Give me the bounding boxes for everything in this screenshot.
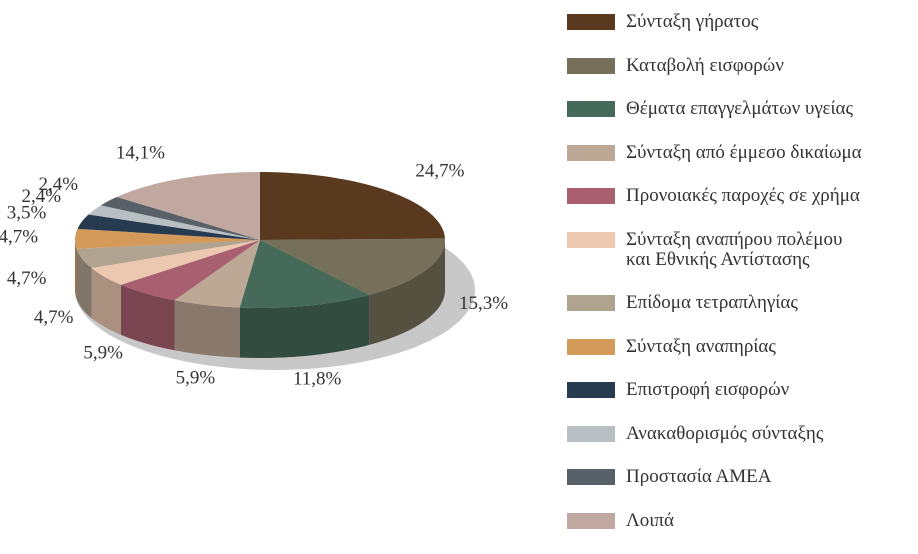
data-label: 11,8% bbox=[293, 369, 342, 390]
data-label: 14,1% bbox=[116, 142, 165, 163]
legend-item: Σύνταξη γήρατος bbox=[567, 12, 917, 32]
data-label: 2,4% bbox=[39, 174, 79, 195]
data-label: 3,5% bbox=[7, 203, 47, 224]
legend-label: Καταβολή εισφορών bbox=[626, 54, 784, 76]
legend-label: Λοιπά bbox=[626, 509, 674, 531]
legend-label: Ανακαθορισμός σύνταξης bbox=[626, 422, 824, 444]
slice bbox=[260, 172, 445, 240]
slice bbox=[100, 196, 260, 240]
legend-label: Προστασία ΑΜΕΑ bbox=[626, 466, 772, 487]
legend-item: Σύνταξη από έμμεσο δικαίωμα bbox=[567, 141, 917, 163]
legend-item: Προστασία ΑΜΕΑ bbox=[567, 467, 917, 487]
legend-swatch bbox=[567, 57, 615, 74]
legend-item: Ανακαθορισμός σύνταξης bbox=[567, 422, 917, 444]
legend-swatch bbox=[567, 231, 615, 248]
data-label: 15,3% bbox=[459, 293, 508, 314]
legend-label: Σύνταξη αναπήρου πολέμου και Εθνικής Αντ… bbox=[626, 228, 843, 270]
legend-swatch bbox=[567, 512, 615, 529]
legend-swatch bbox=[567, 338, 615, 355]
legend-swatch bbox=[567, 144, 615, 161]
legend-item: Καταβολή εισφορών bbox=[567, 54, 917, 76]
slice bbox=[75, 228, 260, 249]
legend-item: Σύνταξη αναπήρου πολέμου και Εθνικής Αντ… bbox=[567, 228, 917, 270]
legend-item: Θέματα επαγγελμάτων υγείας bbox=[567, 99, 917, 119]
legend-label: Επιστροφή εισφορών bbox=[626, 379, 790, 400]
slice bbox=[260, 238, 445, 295]
slice bbox=[120, 240, 260, 301]
legend-label: Σύνταξη αναπηρίας bbox=[626, 335, 776, 357]
slice bbox=[91, 240, 260, 285]
legend-swatch bbox=[567, 101, 615, 117]
legend-swatch bbox=[567, 382, 615, 398]
slice-side bbox=[120, 284, 175, 351]
legend-label: Θέματα επαγγελμάτων υγείας bbox=[626, 98, 854, 119]
legend-label: Προνοιακές παροχές σε χρήμα bbox=[626, 185, 860, 206]
data-label: 5,9% bbox=[83, 343, 123, 364]
slice bbox=[174, 240, 260, 308]
legend-swatch bbox=[567, 469, 615, 485]
legend-swatch bbox=[567, 295, 615, 311]
data-label: 4,7% bbox=[0, 227, 38, 248]
data-label: 24,7% bbox=[415, 160, 464, 181]
legend-swatch bbox=[567, 14, 615, 30]
legend-item: Επίδομα τετραπληγίας bbox=[567, 293, 917, 313]
legend-swatch bbox=[567, 188, 615, 204]
slice-side bbox=[174, 300, 240, 358]
legend-label: Επίδομα τετραπληγίας bbox=[626, 292, 798, 313]
data-label: 2,4% bbox=[21, 186, 61, 207]
slice-side bbox=[369, 240, 445, 345]
legend-label: Σύνταξη από έμμεσο δικαίωμα bbox=[626, 141, 862, 163]
slice bbox=[77, 214, 260, 240]
slice-side bbox=[75, 240, 77, 299]
legend: Σύνταξη γήρατος Καταβολή εισφορών Θέματα ε… bbox=[567, 12, 917, 554]
data-label: 4,7% bbox=[7, 268, 47, 289]
data-label: 4,7% bbox=[34, 307, 74, 328]
slice bbox=[76, 240, 260, 269]
legend-item: Προνοιακές παροχές σε χρήμα bbox=[567, 186, 917, 206]
legend-swatch bbox=[567, 425, 615, 442]
chart: 24,7%15,3%11,8%5,9%5,9%4,7%4,7%4,7%3,5%2… bbox=[0, 142, 508, 390]
legend-item: Επιστροφή εισφορών bbox=[567, 380, 917, 400]
page: 24,7% 15,3% 11,8% 5,9% 5,9% 4,7% 4,7% 4,7% 3,5% 2… bbox=[0, 11, 862, 530]
slice bbox=[116, 172, 260, 240]
legend-label: Σύνταξη γήρατος bbox=[626, 11, 759, 32]
slice-side bbox=[239, 294, 370, 358]
legend-item: Λοιπά bbox=[567, 509, 917, 531]
data-label: 5,9% bbox=[176, 367, 216, 388]
legend-item: Σύνταξη αναπηρίας bbox=[567, 335, 917, 357]
slice bbox=[88, 205, 260, 240]
slice bbox=[239, 240, 370, 308]
slice-side bbox=[91, 268, 121, 335]
slice-side bbox=[76, 248, 92, 319]
